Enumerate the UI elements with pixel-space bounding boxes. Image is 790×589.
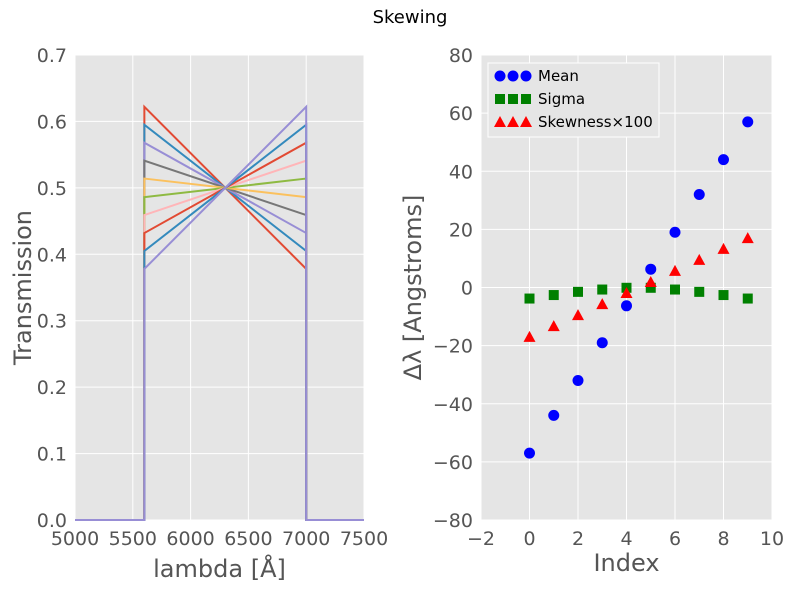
x-tick-label: 7500	[340, 528, 388, 550]
triangle-point	[596, 298, 609, 310]
square-point	[645, 282, 656, 293]
figure-title: Skewing	[373, 7, 448, 28]
legend-circle-icon	[507, 70, 519, 82]
legend-label: Skewness×100	[538, 113, 653, 131]
circle-point	[548, 409, 560, 421]
circle-point	[621, 300, 632, 312]
legend-label: Mean	[538, 67, 579, 85]
legend-circle-icon	[494, 70, 506, 82]
y-tick-label: 0.3	[37, 311, 67, 333]
circle-point	[669, 226, 681, 238]
triangle-point	[717, 242, 730, 254]
legend-triangle-icon	[520, 116, 532, 127]
y-tick-label: 0.6	[37, 111, 67, 133]
legend-circle-icon	[520, 70, 532, 82]
legend: Mean Sigma Skewness×100	[487, 62, 660, 138]
y-axis-label: Δλ [Angstroms]	[399, 195, 427, 381]
legend-square-icon	[508, 94, 518, 104]
y-tick-label: 0.1	[37, 444, 67, 466]
x-tick-label: −2	[467, 528, 495, 550]
y-tick-label: 0.2	[37, 377, 67, 399]
circle-point	[596, 337, 608, 349]
circle-point	[645, 263, 657, 275]
x-tick-label: 5000	[51, 528, 99, 550]
circle-point	[693, 189, 705, 200]
square-point	[694, 286, 705, 297]
x-tick-label: 7000	[282, 528, 330, 550]
transmission-curve	[75, 104, 364, 521]
triangle-point	[741, 232, 754, 244]
circle-point	[718, 154, 729, 166]
series-group	[75, 104, 364, 521]
x-tick-label: 8	[717, 528, 729, 550]
triangle-point	[620, 287, 633, 299]
y-tick-label: 0.5	[37, 178, 67, 200]
triangle-point	[523, 330, 536, 342]
triangle-point	[669, 264, 681, 276]
circle-point	[742, 116, 754, 128]
legend-triangle-icon	[494, 116, 506, 127]
triangle-point	[693, 253, 706, 265]
x-tick-label: 6000	[166, 528, 214, 550]
square-point	[524, 293, 535, 304]
x-tick-label: 0	[523, 528, 535, 550]
y-tick-label: −80	[433, 510, 473, 532]
y-tick-label: −20	[433, 336, 473, 358]
series-group	[523, 116, 754, 459]
x-tick-label: 2	[572, 528, 584, 550]
legend-label: Sigma	[538, 90, 585, 108]
square-point	[718, 290, 729, 301]
x-tick-label: 10	[760, 528, 784, 550]
square-point	[573, 286, 583, 297]
transmission-chart: 5000 5500 6000 6500 7000 7500 0.0 0.1 0.2 0.3 0.4 0…	[9, 45, 388, 583]
triangle-point	[547, 320, 560, 332]
circle-point	[524, 447, 535, 459]
legend-square-icon	[521, 94, 531, 104]
square-point	[670, 284, 680, 295]
y-tick-label: 0.0	[37, 510, 67, 532]
y-tick-label: 20	[449, 219, 473, 241]
y-tick-label: 0.4	[37, 244, 67, 266]
plot-area	[75, 55, 364, 520]
y-tick-label: −40	[433, 394, 473, 416]
circle-point	[572, 375, 584, 386]
x-axis-label: Index	[593, 549, 659, 577]
y-tick-label: 60	[449, 103, 473, 125]
triangle-point	[644, 275, 657, 287]
legend-square-icon	[495, 94, 505, 104]
y-axis-label: Transmission	[9, 210, 37, 366]
square-point	[548, 290, 559, 301]
y-tick-label: −60	[433, 452, 473, 474]
legend-triangle-icon	[507, 116, 519, 127]
x-tick-label: 4	[620, 528, 632, 550]
y-tick-label: 0.7	[37, 45, 67, 67]
x-tick-label: 6	[669, 528, 681, 550]
square-point	[742, 293, 753, 304]
x-tick-label: 6500	[224, 528, 272, 550]
y-tick-label: 40	[449, 161, 473, 183]
triangle-point	[572, 309, 584, 321]
y-tick-label: 80	[449, 45, 473, 67]
x-tick-label: 5500	[109, 528, 157, 550]
x-axis-label: lambda [Å]	[153, 554, 286, 583]
square-point	[597, 284, 608, 295]
y-tick-label: 0	[461, 278, 473, 300]
tick-labels: 5000 5500 6000 6500 7000 7500 0.0 0.1 0.2 0.3 0.4 0…	[37, 45, 388, 550]
